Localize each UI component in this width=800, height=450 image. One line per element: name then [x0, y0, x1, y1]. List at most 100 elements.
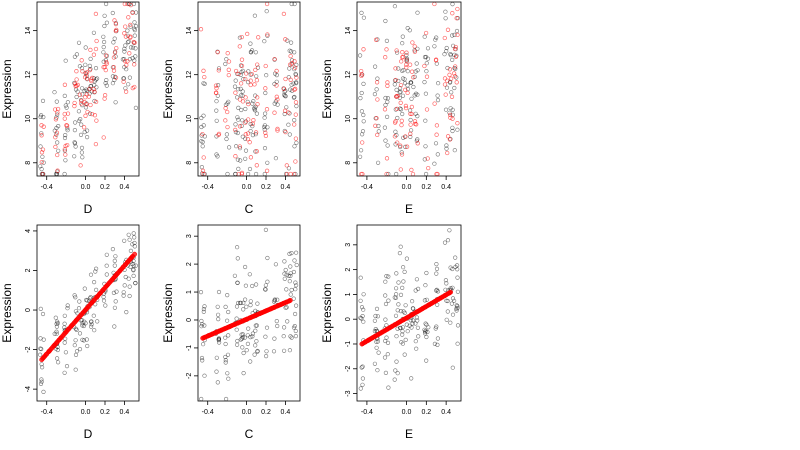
- fitted-point: [131, 39, 136, 45]
- observed-point: [400, 285, 405, 291]
- observed-point: [290, 88, 295, 93]
- fitted-point: [236, 71, 241, 77]
- observed-point: [38, 346, 43, 351]
- observed-point: [262, 127, 267, 132]
- observed-point: [284, 287, 289, 292]
- observed-point: [273, 156, 279, 161]
- fitted-point: [407, 62, 413, 67]
- fitted-point: [252, 82, 257, 87]
- observed-point: [54, 356, 60, 361]
- fitted-point: [399, 152, 405, 157]
- observed-point: [403, 337, 408, 343]
- y-tick-label: 0: [345, 317, 352, 321]
- x-axis-title: C: [245, 202, 254, 216]
- observed-point: [54, 99, 59, 104]
- fitted-point: [410, 40, 415, 45]
- observed-point: [101, 298, 107, 303]
- fitted-point: [414, 122, 419, 127]
- fitted-point: [450, 11, 455, 16]
- observed-point: [358, 275, 363, 280]
- observed-point: [424, 270, 429, 276]
- fitted-point: [264, 107, 270, 112]
- x-axis-title: E: [405, 202, 413, 216]
- observed-point: [73, 309, 78, 314]
- observed-point: [265, 33, 270, 38]
- observed-point: [223, 341, 228, 347]
- observed-point: [448, 320, 453, 325]
- fitted-point: [412, 44, 417, 49]
- fitted-point: [132, 251, 138, 257]
- observed-point: [402, 269, 407, 275]
- observed-point: [133, 263, 138, 268]
- observed-point: [240, 332, 245, 337]
- x-axis-title: D: [84, 202, 93, 216]
- observed-point: [361, 15, 367, 20]
- observed-point: [80, 155, 85, 160]
- fitted-point: [102, 64, 107, 70]
- observed-point: [455, 323, 461, 328]
- fitted-point: [216, 132, 221, 138]
- fitted-point: [101, 135, 106, 140]
- fitted-point: [293, 159, 298, 164]
- observed-point: [128, 45, 134, 50]
- observed-point: [383, 301, 389, 307]
- observed-point: [65, 126, 70, 131]
- observed-point: [375, 314, 381, 319]
- fitted-point: [243, 132, 248, 137]
- observed-point: [93, 269, 98, 274]
- observed-point: [111, 40, 116, 45]
- y-tick-label: 14: [186, 27, 193, 35]
- fitted-point: [263, 130, 268, 135]
- fitted-point: [62, 116, 67, 121]
- observed-point: [455, 263, 460, 268]
- observed-point: [245, 341, 250, 347]
- observed-point: [399, 150, 404, 155]
- fitted-point: [39, 123, 44, 128]
- observed-point: [199, 355, 205, 361]
- observed-point: [216, 289, 222, 295]
- y-tick-label: 12: [345, 71, 352, 79]
- observed-point: [254, 282, 259, 287]
- observed-point: [400, 341, 406, 346]
- observed-point: [77, 331, 83, 336]
- observed-point: [433, 37, 438, 42]
- observed-point: [127, 75, 132, 80]
- observed-point: [450, 296, 456, 301]
- x-tick-label: 0.4: [441, 184, 451, 191]
- observed-point: [398, 244, 403, 249]
- observed-point: [199, 396, 204, 402]
- observed-point: [263, 287, 268, 292]
- observed-point: [422, 34, 427, 39]
- fitted-point: [226, 72, 231, 78]
- fitted-point: [447, 137, 453, 142]
- observed-point: [292, 258, 297, 263]
- observed-point: [394, 271, 399, 276]
- observed-point: [250, 283, 255, 289]
- y-tick-label: 1: [345, 292, 352, 296]
- fitted-point: [283, 76, 288, 82]
- observed-point: [214, 355, 219, 360]
- fitted-point: [124, 62, 129, 68]
- observed-point: [39, 362, 44, 367]
- observed-point: [385, 114, 390, 119]
- observed-point: [292, 324, 297, 329]
- observed-point: [132, 235, 137, 240]
- y-tick-label: 2: [345, 268, 352, 272]
- y-tick-label: 4: [25, 229, 32, 233]
- x-tick-label: 0.0: [242, 184, 252, 191]
- fitted-point: [432, 1, 437, 7]
- observed-point: [214, 108, 219, 113]
- observed-point: [79, 150, 84, 155]
- observed-point: [82, 286, 87, 291]
- observed-point: [413, 321, 418, 326]
- observed-point: [225, 352, 231, 357]
- observed-point: [101, 34, 106, 39]
- observed-point: [84, 135, 90, 140]
- observed-point: [199, 324, 204, 329]
- fitted-point: [125, 59, 130, 64]
- observed-point: [374, 87, 379, 92]
- fitted-point: [102, 93, 108, 98]
- observed-point: [241, 76, 246, 82]
- observed-point: [416, 334, 421, 339]
- observed-point: [445, 238, 451, 243]
